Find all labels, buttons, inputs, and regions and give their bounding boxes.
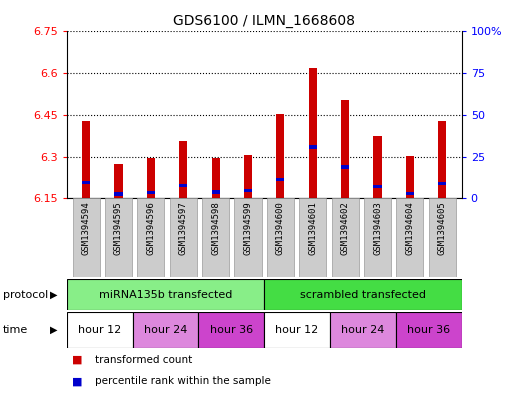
Bar	[244, 189, 252, 193]
Text: hour 12: hour 12	[78, 325, 121, 335]
Text: scrambled transfected: scrambled transfected	[300, 290, 426, 300]
Title: GDS6100 / ILMN_1668608: GDS6100 / ILMN_1668608	[173, 14, 355, 28]
Text: GSM1394596: GSM1394596	[146, 201, 155, 255]
Bar	[170, 198, 197, 277]
Bar	[267, 198, 294, 277]
Text: GSM1394600: GSM1394600	[276, 201, 285, 255]
Bar	[82, 121, 90, 198]
Bar	[299, 198, 326, 277]
Text: miRNA135b transfected: miRNA135b transfected	[99, 290, 232, 300]
Bar	[373, 185, 382, 188]
Text: hour 24: hour 24	[144, 325, 187, 335]
Bar	[277, 178, 284, 182]
Bar	[429, 198, 456, 277]
Text: hour 12: hour 12	[275, 325, 319, 335]
Bar	[211, 158, 220, 198]
Bar	[396, 312, 462, 348]
Text: ▶: ▶	[50, 290, 57, 300]
Text: transformed count: transformed count	[95, 354, 192, 365]
Bar	[397, 198, 424, 277]
Text: ▶: ▶	[50, 325, 57, 335]
Bar	[406, 156, 414, 198]
Text: GSM1394595: GSM1394595	[114, 201, 123, 255]
Bar	[211, 190, 220, 194]
Text: ■: ■	[72, 354, 82, 365]
Text: GSM1394604: GSM1394604	[405, 201, 415, 255]
Text: GSM1394602: GSM1394602	[341, 201, 350, 255]
Bar	[438, 121, 446, 198]
Text: protocol: protocol	[3, 290, 48, 300]
Bar	[179, 141, 187, 198]
Text: GSM1394597: GSM1394597	[179, 201, 188, 255]
Bar	[309, 68, 317, 198]
Bar	[438, 182, 446, 185]
Text: time: time	[3, 325, 28, 335]
Bar	[309, 145, 317, 149]
Bar	[67, 279, 264, 310]
Bar	[277, 114, 284, 198]
Text: hour 36: hour 36	[210, 325, 253, 335]
Bar	[114, 192, 123, 195]
Text: GSM1394594: GSM1394594	[82, 201, 91, 255]
Text: GSM1394599: GSM1394599	[244, 201, 252, 255]
Bar	[202, 198, 229, 277]
Bar	[199, 312, 264, 348]
Bar	[244, 155, 252, 198]
Bar	[330, 312, 396, 348]
Bar	[114, 163, 123, 198]
Text: ■: ■	[72, 376, 82, 386]
Text: GSM1394603: GSM1394603	[373, 201, 382, 255]
Bar	[406, 192, 414, 195]
Text: GSM1394605: GSM1394605	[438, 201, 447, 255]
Bar	[264, 279, 462, 310]
Bar	[137, 198, 165, 277]
Bar	[341, 100, 349, 198]
Bar	[364, 198, 391, 277]
Bar	[82, 181, 90, 184]
Text: percentile rank within the sample: percentile rank within the sample	[95, 376, 271, 386]
Text: GSM1394598: GSM1394598	[211, 201, 220, 255]
Bar	[147, 158, 155, 198]
Bar	[341, 165, 349, 169]
Bar	[147, 191, 155, 195]
Bar	[264, 312, 330, 348]
Bar	[331, 198, 359, 277]
Bar	[72, 198, 100, 277]
Text: hour 36: hour 36	[407, 325, 450, 335]
Text: GSM1394601: GSM1394601	[308, 201, 317, 255]
Text: hour 24: hour 24	[341, 325, 385, 335]
Bar	[105, 198, 132, 277]
Bar	[132, 312, 199, 348]
Bar	[179, 184, 187, 187]
Bar	[234, 198, 262, 277]
Bar	[67, 312, 132, 348]
Bar	[373, 136, 382, 198]
